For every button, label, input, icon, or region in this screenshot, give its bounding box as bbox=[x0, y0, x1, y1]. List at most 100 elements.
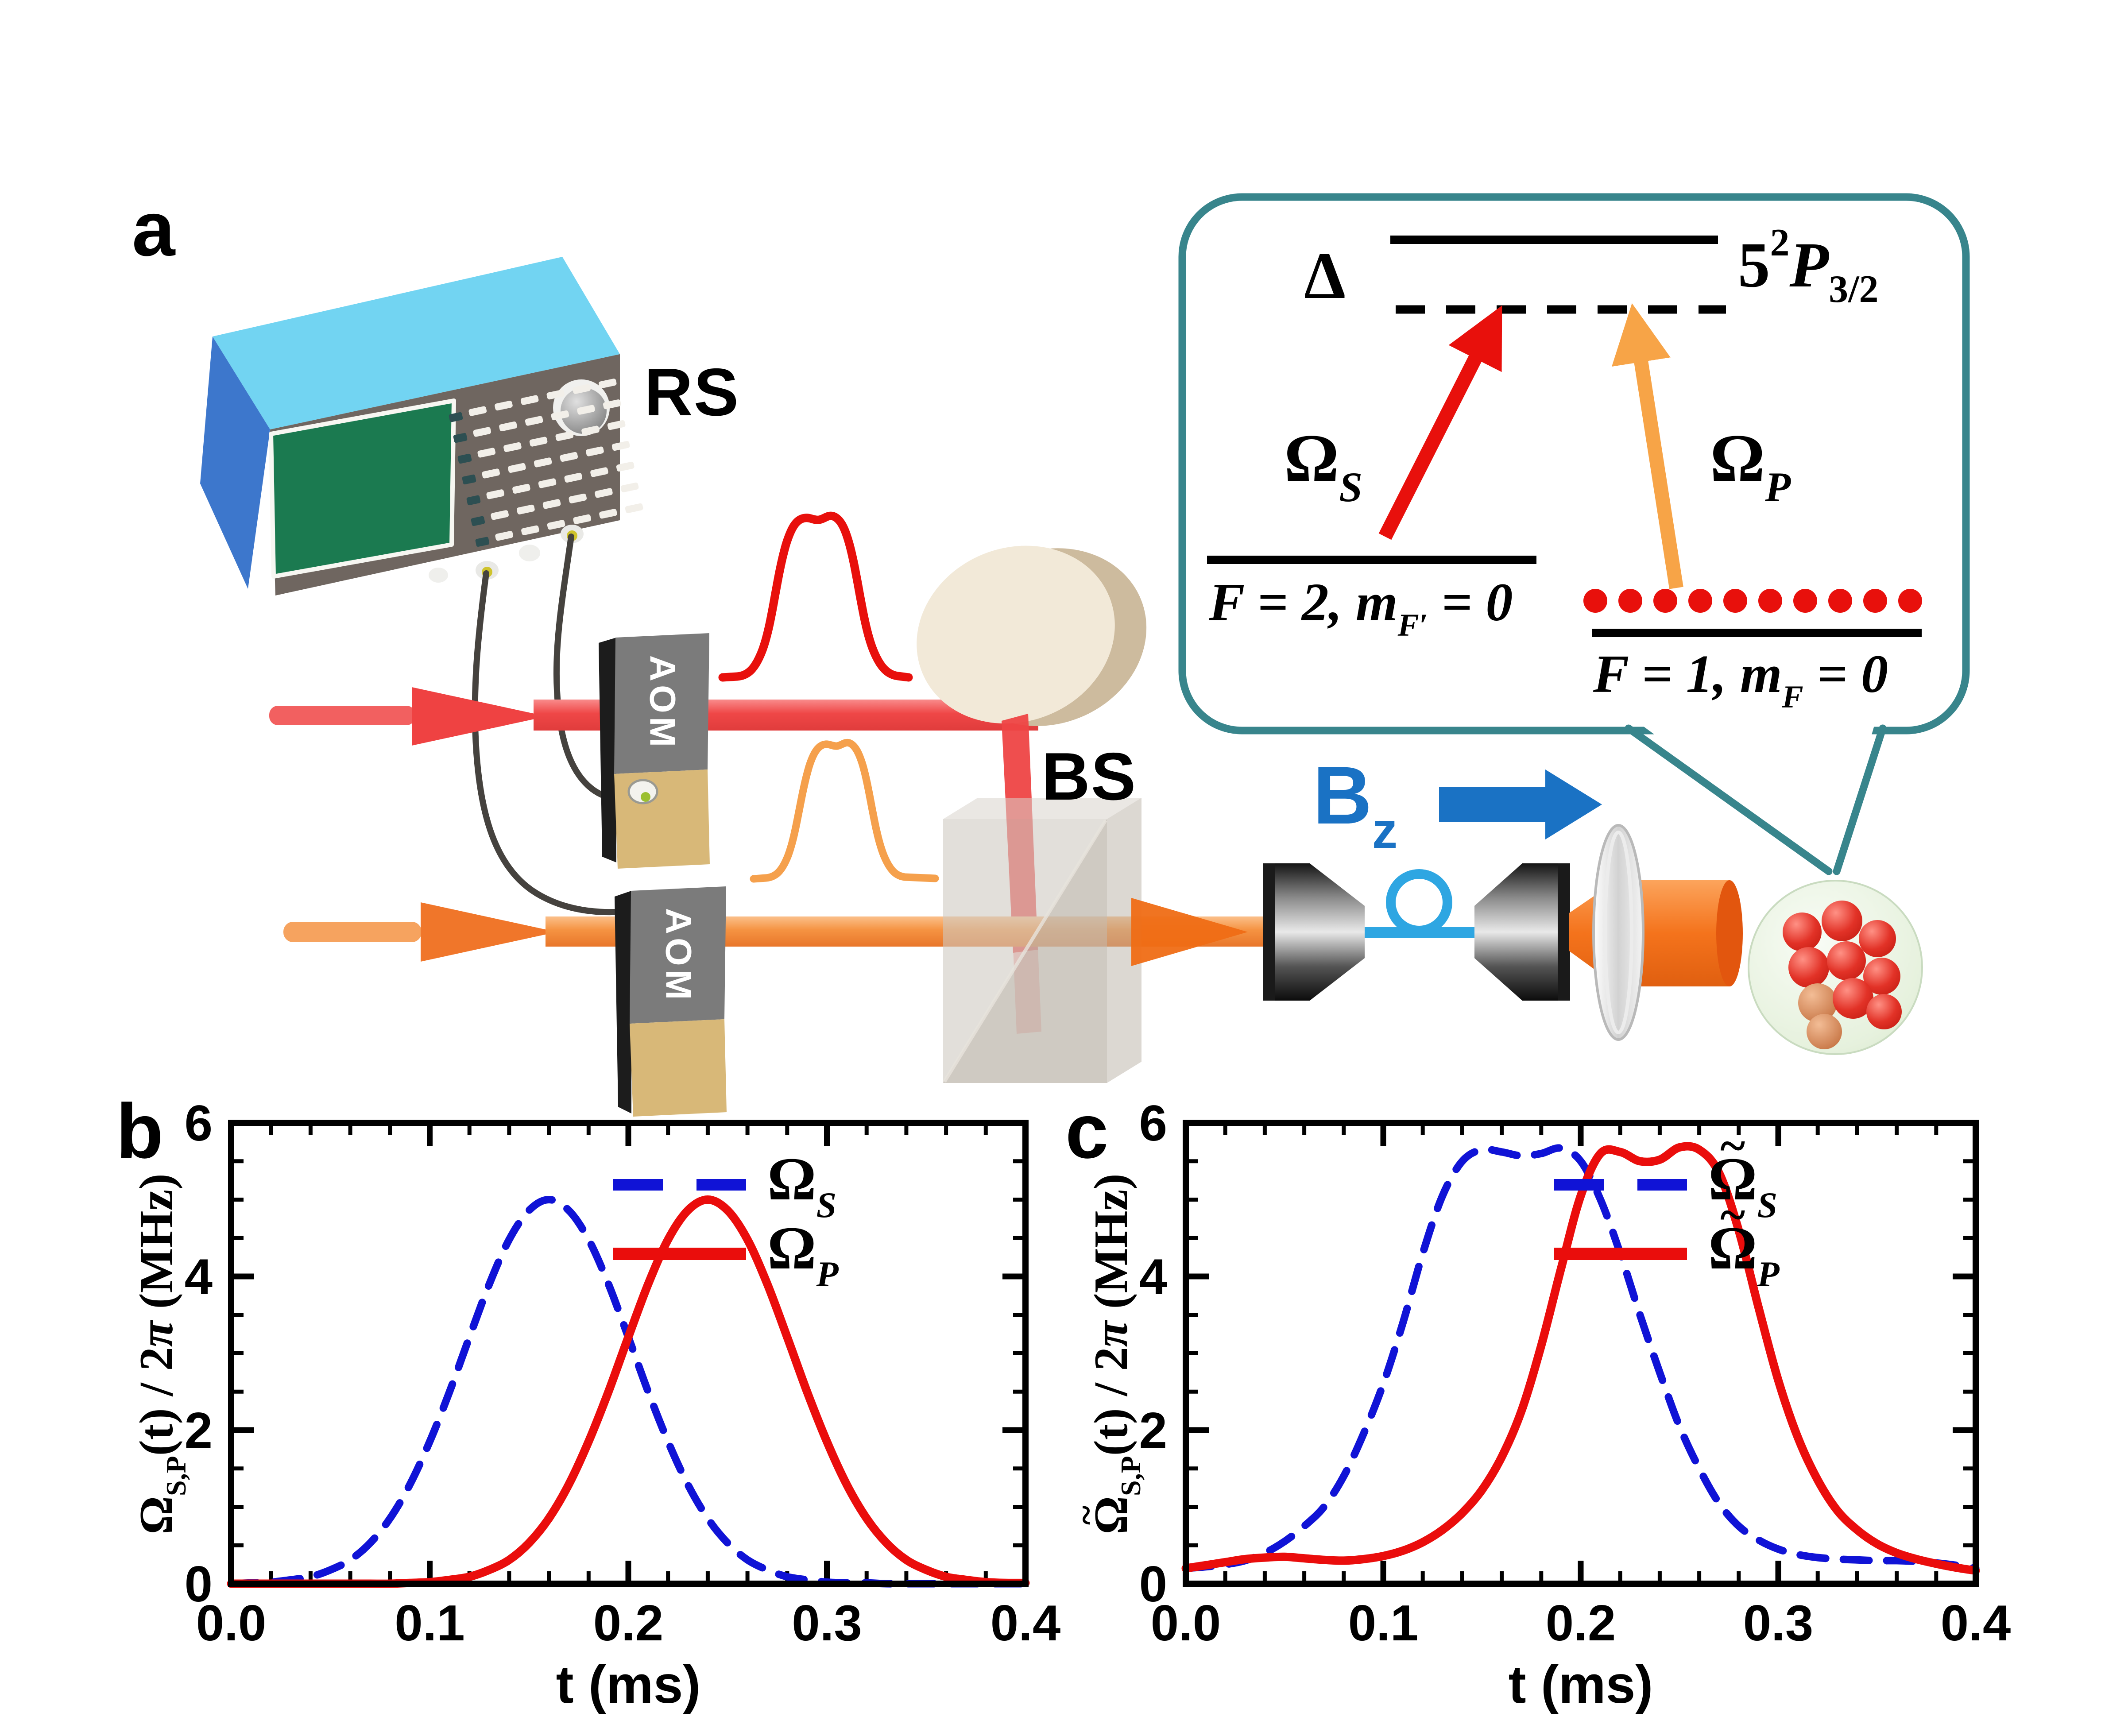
rs-side-button[interactable] bbox=[462, 474, 476, 485]
delta-label: Δ bbox=[1304, 239, 1346, 313]
rs-button[interactable] bbox=[542, 499, 561, 509]
rs-button[interactable] bbox=[598, 378, 617, 389]
rs-side-button[interactable] bbox=[475, 537, 490, 547]
rs-button[interactable] bbox=[525, 416, 543, 426]
atom bbox=[1863, 958, 1900, 995]
speech-bubble-tail-mask bbox=[1638, 723, 1875, 867]
legend-c-row-p: ~ ΩP bbox=[1554, 1189, 1780, 1294]
rs-button[interactable] bbox=[569, 493, 587, 504]
rs-button[interactable] bbox=[477, 447, 496, 458]
rs-side-button[interactable] bbox=[457, 453, 472, 464]
population-dots bbox=[1583, 589, 1922, 613]
rs-button[interactable] bbox=[551, 410, 569, 421]
rs-button[interactable] bbox=[534, 457, 552, 468]
y-tick-label: 0 bbox=[185, 1556, 213, 1612]
stokes-coupling-arrow bbox=[1378, 305, 1502, 540]
rs-button[interactable] bbox=[473, 427, 491, 437]
x-tick-label: 0.0 bbox=[196, 1595, 266, 1651]
rs-button[interactable] bbox=[620, 482, 639, 493]
legend-b-row-s: ΩS bbox=[613, 1145, 836, 1225]
xlabel-c: t (ms) bbox=[1508, 1655, 1653, 1714]
x-tick-label: 0.1 bbox=[1348, 1595, 1418, 1651]
rs-buttons[interactable] bbox=[449, 378, 644, 547]
panel-a-label: a bbox=[132, 186, 175, 272]
rs-button[interactable] bbox=[599, 508, 617, 519]
orange-pulse-shape-icon bbox=[750, 738, 939, 883]
red-pulse-shape-icon bbox=[718, 511, 913, 682]
rs-button[interactable] bbox=[529, 437, 548, 447]
rs-button[interactable] bbox=[607, 420, 626, 430]
rs-button[interactable] bbox=[495, 530, 513, 541]
atom bbox=[1822, 901, 1862, 941]
rs-button[interactable] bbox=[490, 510, 509, 520]
bz-field-arrow bbox=[1439, 769, 1602, 839]
rs-button[interactable] bbox=[512, 483, 530, 494]
rs-button[interactable] bbox=[538, 478, 557, 488]
rs-button[interactable] bbox=[486, 489, 505, 499]
series-Omega_tilde_S bbox=[1182, 1144, 1980, 1572]
x-tick-label: 0.3 bbox=[792, 1595, 862, 1651]
rs-button[interactable] bbox=[572, 384, 591, 394]
rs-side-button[interactable] bbox=[449, 412, 463, 422]
rs-button[interactable] bbox=[468, 406, 487, 417]
atom bbox=[1833, 978, 1873, 1019]
level-f1-label: F = 1, mF = 0 bbox=[1593, 644, 1888, 715]
rs-button[interactable] bbox=[499, 421, 517, 432]
rs-side-button[interactable] bbox=[466, 495, 481, 506]
rs-button[interactable] bbox=[585, 446, 604, 457]
fiber-coupler-left bbox=[1263, 863, 1365, 1001]
rs-button[interactable] bbox=[546, 389, 565, 400]
bz-label: Bz bbox=[1313, 750, 1398, 859]
y-tick-label: 6 bbox=[185, 1095, 213, 1152]
rs-button[interactable] bbox=[577, 405, 595, 415]
speech-bubble-tail-left bbox=[1625, 724, 1833, 875]
beam-splitter-cube bbox=[943, 798, 1141, 1083]
rs-button[interactable] bbox=[547, 519, 565, 530]
population-dot bbox=[1758, 589, 1782, 613]
focusing-lens bbox=[1592, 824, 1644, 1041]
population-dot bbox=[1898, 589, 1922, 613]
atom bbox=[1798, 983, 1837, 1022]
level-f2-label: F = 2, mF′ = 0 bbox=[1209, 572, 1513, 643]
rs-button[interactable] bbox=[503, 442, 522, 452]
rs-button[interactable] bbox=[481, 468, 500, 479]
orange-post-bs-arrow bbox=[1131, 898, 1248, 966]
rs-button[interactable] bbox=[520, 395, 539, 406]
rs-button[interactable] bbox=[555, 431, 574, 441]
panel-c-label: c bbox=[1065, 1088, 1109, 1175]
rs-button[interactable] bbox=[521, 525, 539, 536]
red-beam-rod bbox=[269, 706, 415, 725]
collimator-cap bbox=[1716, 880, 1743, 986]
legend-solid-line-sample bbox=[613, 1248, 746, 1260]
rs-button[interactable] bbox=[625, 503, 643, 514]
rs-button[interactable] bbox=[560, 452, 578, 462]
atom bbox=[1788, 947, 1829, 988]
rs-button[interactable] bbox=[594, 487, 613, 498]
population-dot bbox=[1793, 589, 1817, 613]
speech-bubble-tail-right bbox=[1833, 724, 1887, 875]
rs-button[interactable] bbox=[590, 467, 608, 477]
rs-button[interactable] bbox=[616, 461, 635, 472]
rs-side-button[interactable] bbox=[453, 433, 468, 443]
ylabel-c: ~ ΩS,P(t) / 2π (MHz) bbox=[1066, 1173, 1146, 1535]
rs-button[interactable] bbox=[603, 399, 621, 410]
orange-beam-rod bbox=[283, 922, 422, 942]
rs-label: RS bbox=[644, 355, 740, 430]
y-tick-label: 2 bbox=[1139, 1403, 1167, 1459]
rs-button[interactable] bbox=[611, 441, 630, 451]
rs-button[interactable] bbox=[573, 514, 592, 525]
population-dot bbox=[1828, 589, 1852, 613]
x-tick-label: 0.2 bbox=[593, 1595, 663, 1651]
bs-label: BS bbox=[1041, 739, 1137, 814]
rs-button[interactable] bbox=[516, 504, 535, 515]
population-dot bbox=[1723, 589, 1747, 613]
rs-button[interactable] bbox=[494, 400, 513, 411]
rs-button[interactable] bbox=[507, 463, 526, 473]
atom bbox=[1827, 941, 1866, 980]
rs-side-button[interactable] bbox=[471, 516, 485, 526]
rs-button[interactable] bbox=[564, 472, 583, 483]
rs-button[interactable] bbox=[581, 425, 600, 436]
pump-coupling-arrow bbox=[1612, 303, 1683, 589]
